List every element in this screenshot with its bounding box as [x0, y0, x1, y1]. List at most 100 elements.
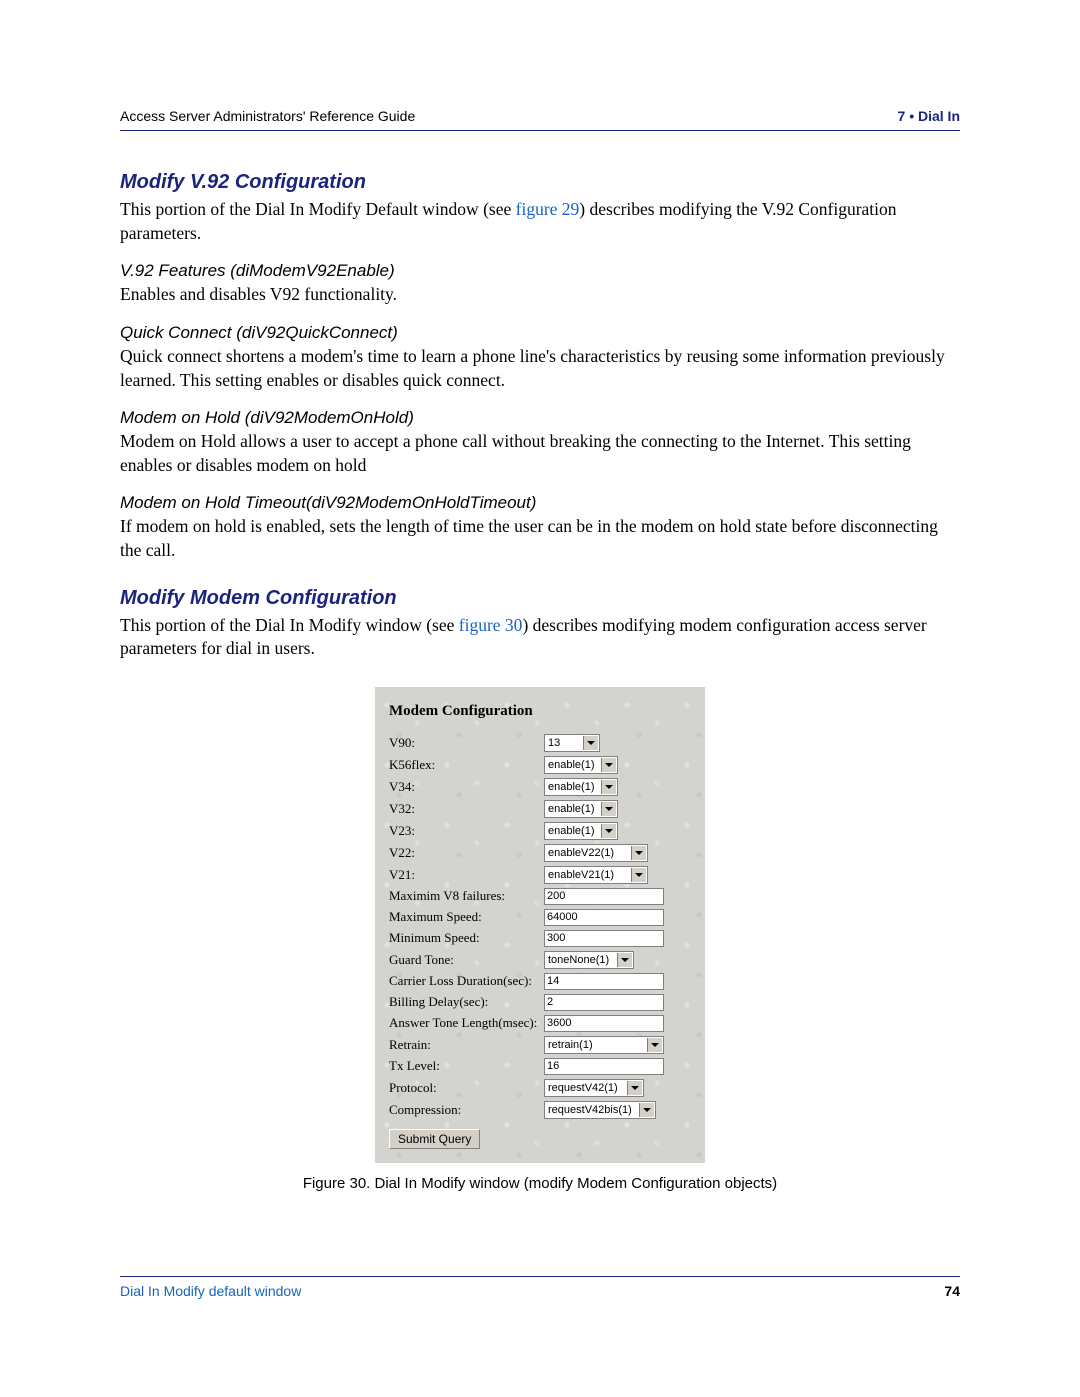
config-row-label: Minimum Speed:: [389, 930, 544, 946]
chevron-down-icon: [605, 763, 613, 767]
chevron-down-icon: [587, 741, 595, 745]
config-row: Billing Delay(sec):: [389, 994, 691, 1011]
config-row-label: V90:: [389, 735, 544, 751]
config-select-value: toneNone(1): [548, 954, 609, 966]
config-select[interactable]: toneNone(1): [544, 951, 634, 969]
chevron-down-icon: [605, 807, 613, 811]
s1-intro-a: This portion of the Dial In Modify Defau…: [120, 199, 516, 219]
config-row-label: Billing Delay(sec):: [389, 994, 544, 1010]
config-row-label: V34:: [389, 779, 544, 795]
submit-query-button[interactable]: Submit Query: [389, 1129, 480, 1149]
config-row-label: V21:: [389, 867, 544, 883]
config-select-value: enableV21(1): [548, 869, 614, 881]
config-row: V32: enable(1): [389, 800, 691, 818]
page-content: Access Server Administrators' Reference …: [120, 108, 960, 1192]
chevron-down-icon: [651, 1043, 659, 1047]
config-row: K56flex: enable(1): [389, 756, 691, 774]
config-row-label: Maximim V8 failures:: [389, 888, 544, 904]
p-modem-on-hold: Modem on Hold allows a user to accept a …: [120, 430, 960, 477]
config-row-label: Guard Tone:: [389, 952, 544, 968]
config-select[interactable]: enable(1): [544, 778, 618, 796]
config-row-label: Maximum Speed:: [389, 909, 544, 925]
config-input[interactable]: [544, 973, 664, 990]
config-row: V23: enable(1): [389, 822, 691, 840]
modem-config-panel: Modem Configuration V90: 13 K56flex: enable…: [375, 687, 705, 1163]
config-select-value: retrain(1): [548, 1039, 593, 1051]
config-row-label: V32:: [389, 801, 544, 817]
config-select[interactable]: retrain(1): [544, 1036, 664, 1054]
config-select-value: enable(1): [548, 781, 594, 793]
chevron-down-icon: [635, 873, 643, 877]
config-row-label: V22:: [389, 845, 544, 861]
config-row-label: Compression:: [389, 1102, 544, 1118]
footer-left: Dial In Modify default window: [120, 1283, 301, 1299]
config-select[interactable]: enable(1): [544, 756, 618, 774]
config-input[interactable]: [544, 1015, 664, 1032]
config-input[interactable]: [544, 930, 664, 947]
config-select-value: enableV22(1): [548, 847, 614, 859]
config-row-label: Protocol:: [389, 1080, 544, 1096]
page-header: Access Server Administrators' Reference …: [120, 108, 960, 130]
chevron-down-icon: [643, 1108, 651, 1112]
config-row-label: Answer Tone Length(msec):: [389, 1015, 544, 1031]
config-row: Tx Level:: [389, 1058, 691, 1075]
section-title-modem: Modify Modem Configuration: [120, 587, 960, 610]
config-select-value: enable(1): [548, 803, 594, 815]
chevron-down-icon: [631, 1086, 639, 1090]
config-select[interactable]: requestV42(1): [544, 1079, 644, 1097]
config-select-value: requestV42(1): [548, 1082, 618, 1094]
config-row-label: K56flex:: [389, 757, 544, 773]
p-v92-features: Enables and disables V92 functionality.: [120, 283, 960, 307]
config-select[interactable]: enableV21(1): [544, 866, 648, 884]
config-select-value: enable(1): [548, 825, 594, 837]
config-row: Maximim V8 failures:: [389, 888, 691, 905]
panel-title: Modem Configuration: [389, 703, 691, 720]
config-select[interactable]: requestV42bis(1): [544, 1101, 656, 1119]
config-input[interactable]: [544, 994, 664, 1011]
footer-page-number: 74: [944, 1283, 960, 1299]
sub-v92-features: V.92 Features (diModemV92Enable): [120, 261, 960, 281]
config-row-label: Carrier Loss Duration(sec):: [389, 973, 544, 989]
config-row-label: Tx Level:: [389, 1058, 544, 1074]
sub-quick-connect: Quick Connect (diV92QuickConnect): [120, 323, 960, 343]
config-input[interactable]: [544, 909, 664, 926]
config-select[interactable]: enableV22(1): [544, 844, 648, 862]
config-row: Guard Tone: toneNone(1): [389, 951, 691, 969]
section-title-v92: Modify V.92 Configuration: [120, 171, 960, 194]
config-select-value: enable(1): [548, 759, 594, 771]
config-row: V22: enableV22(1): [389, 844, 691, 862]
config-row: Answer Tone Length(msec):: [389, 1015, 691, 1032]
config-select-value: 13: [548, 737, 560, 749]
config-row: V34: enable(1): [389, 778, 691, 796]
s2-intro-a: This portion of the Dial In Modify windo…: [120, 615, 459, 635]
chevron-down-icon: [635, 851, 643, 855]
config-row: Carrier Loss Duration(sec):: [389, 973, 691, 990]
config-input[interactable]: [544, 1058, 664, 1075]
config-row-label: V23:: [389, 823, 544, 839]
config-row: Maximum Speed:: [389, 909, 691, 926]
chevron-down-icon: [605, 829, 613, 833]
s1-intro: This portion of the Dial In Modify Defau…: [120, 198, 960, 245]
p-moh-timeout: If modem on hold is enabled, sets the le…: [120, 515, 960, 562]
s2-intro: This portion of the Dial In Modify windo…: [120, 614, 960, 661]
header-right: 7 • Dial In: [898, 108, 960, 124]
config-select[interactable]: enable(1): [544, 800, 618, 818]
sub-moh-timeout: Modem on Hold Timeout(diV92ModemOnHoldTi…: [120, 493, 960, 513]
config-row: Protocol: requestV42(1): [389, 1079, 691, 1097]
page-footer: Dial In Modify default window 74: [120, 1276, 960, 1299]
p-quick-connect: Quick connect shortens a modem's time to…: [120, 345, 960, 392]
config-input[interactable]: [544, 888, 664, 905]
header-left: Access Server Administrators' Reference …: [120, 108, 415, 124]
panel-rows: V90:13K56flex:enable(1)V34:enable(1)V32:…: [389, 734, 691, 1119]
figure-30-caption: Figure 30. Dial In Modify window (modify…: [120, 1175, 960, 1192]
figure-29-link[interactable]: figure 29: [516, 199, 580, 219]
config-row: Compression:requestV42bis(1): [389, 1101, 691, 1119]
config-row-label: Retrain:: [389, 1037, 544, 1053]
chevron-down-icon: [621, 958, 629, 962]
config-select[interactable]: enable(1): [544, 822, 618, 840]
sub-modem-on-hold: Modem on Hold (diV92ModemOnHold): [120, 408, 960, 428]
config-select[interactable]: 13: [544, 734, 600, 752]
figure-30-link[interactable]: figure 30: [459, 615, 523, 635]
config-row: Minimum Speed:: [389, 930, 691, 947]
config-row: Retrain: retrain(1): [389, 1036, 691, 1054]
